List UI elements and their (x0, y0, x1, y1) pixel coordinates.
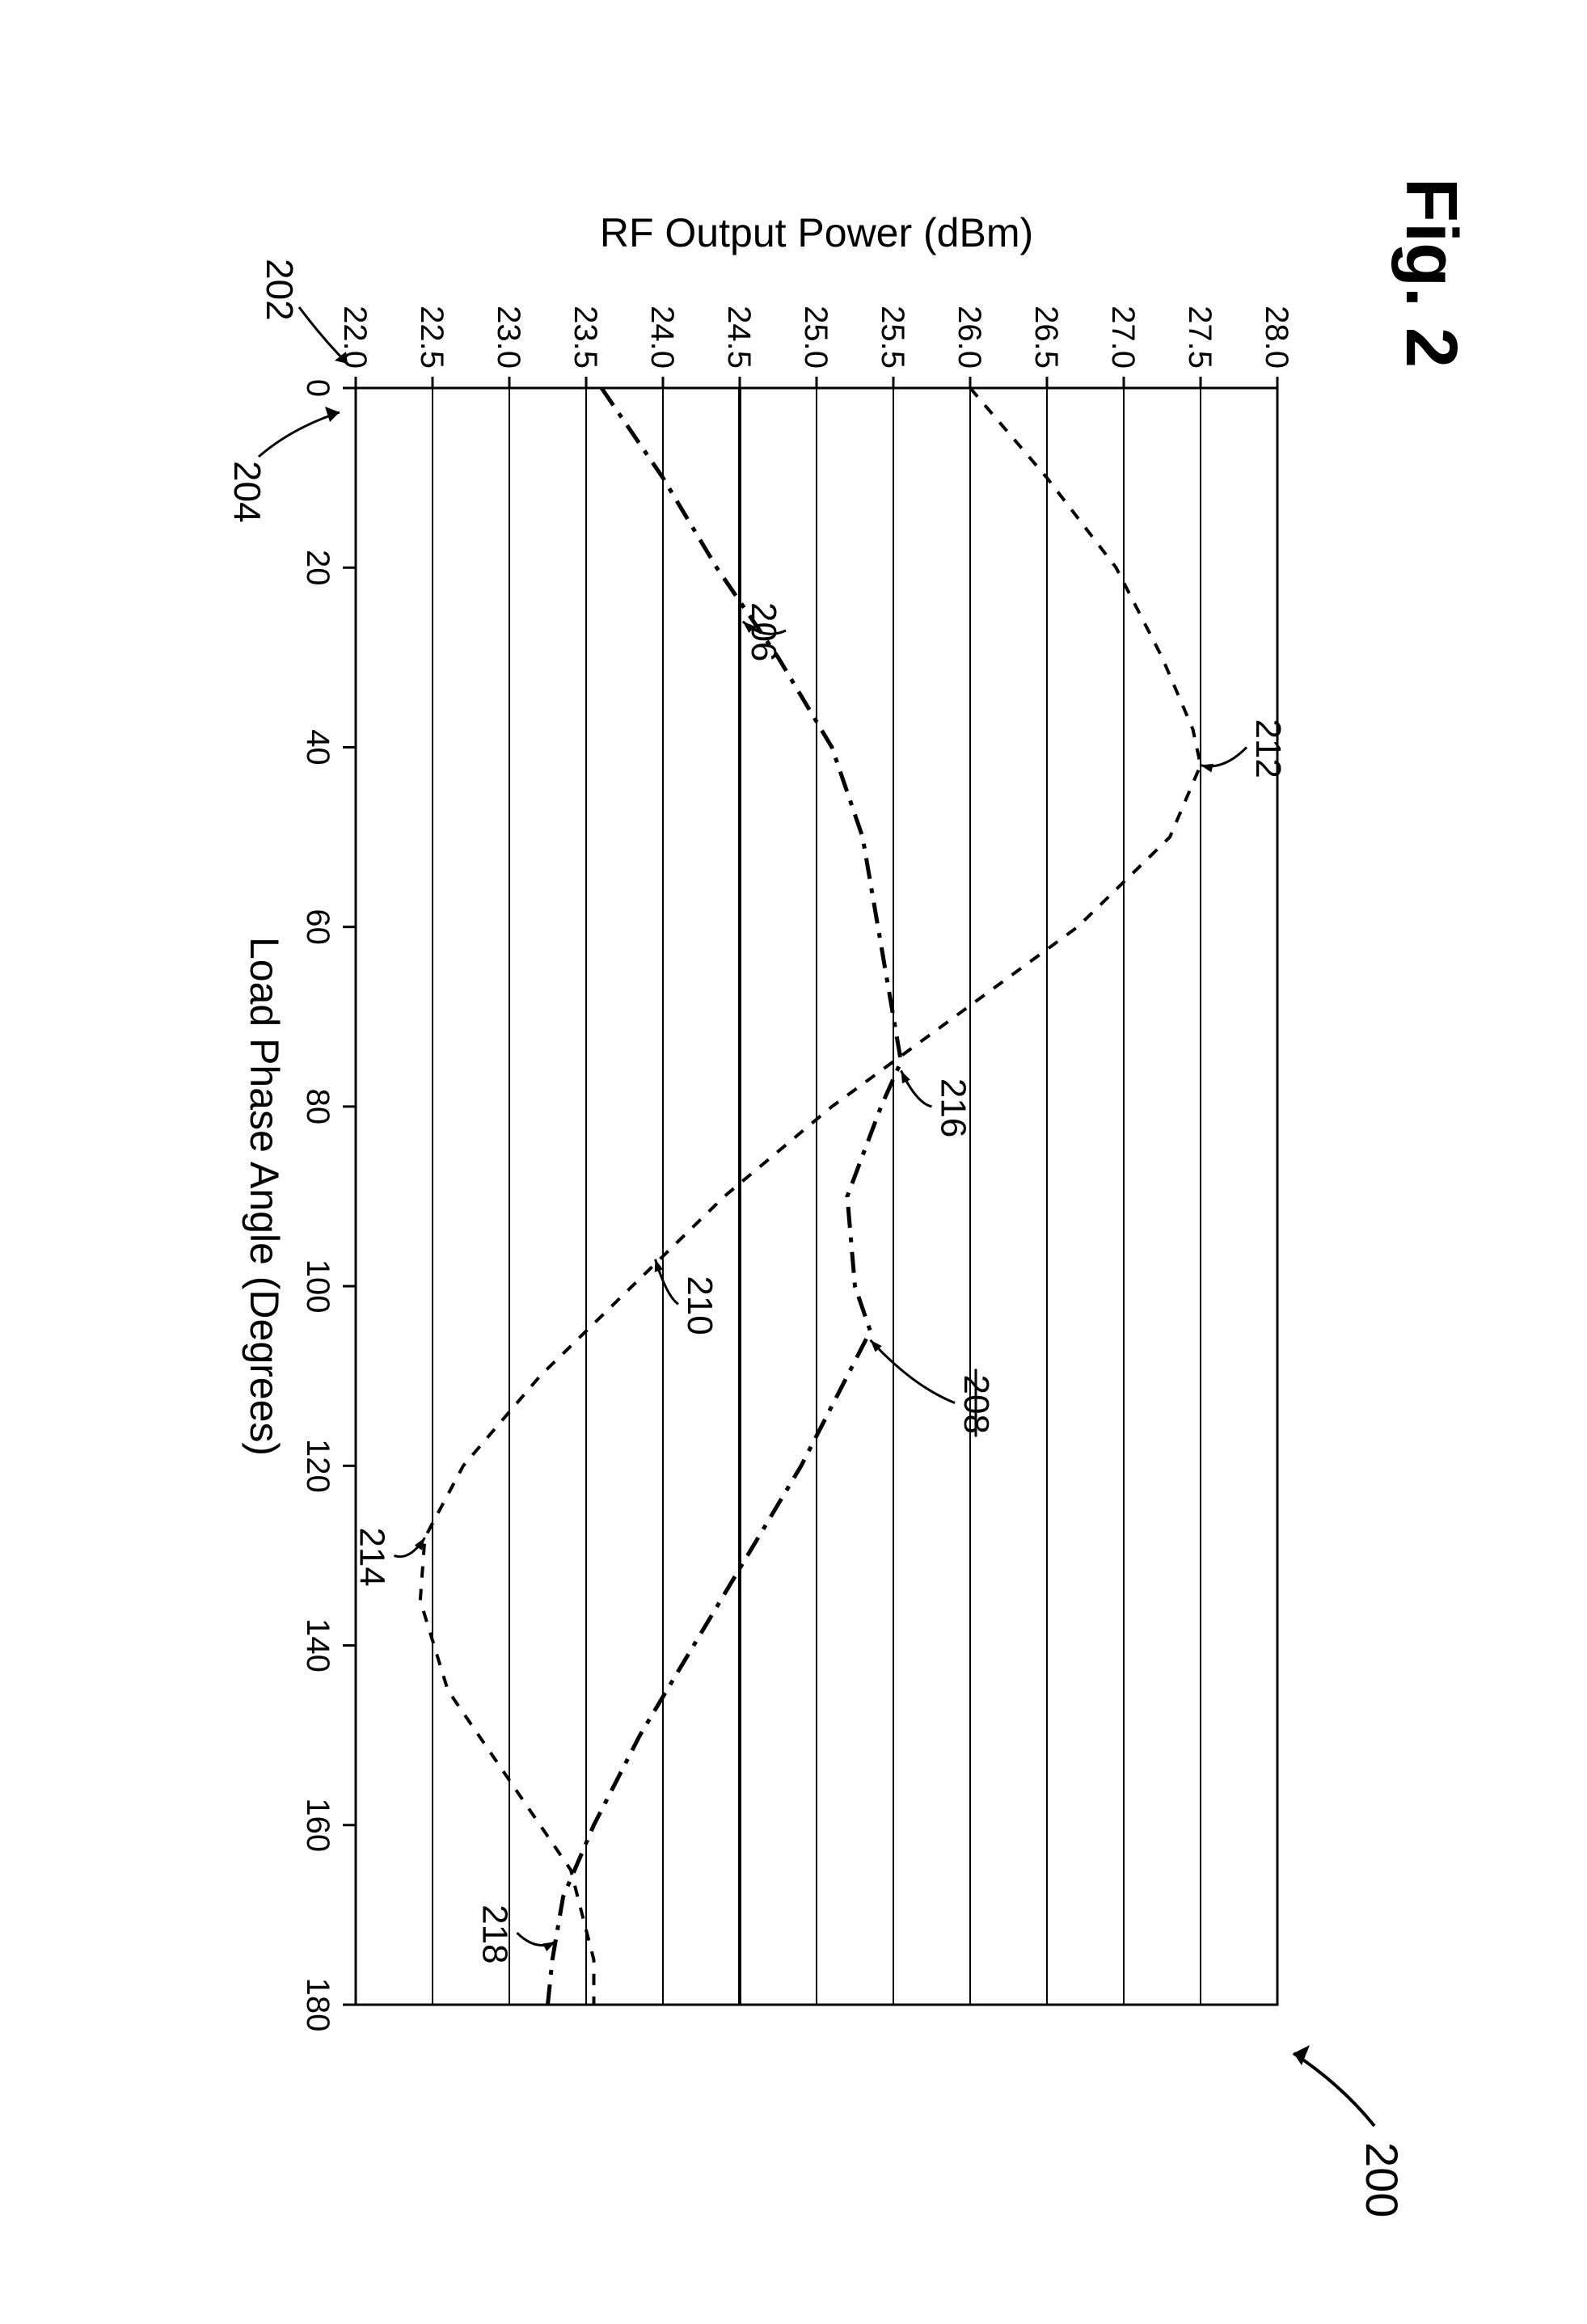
ref-202: 202 (259, 259, 348, 364)
annotation-210: 210 (680, 1276, 720, 1335)
svg-text:26.5: 26.5 (1028, 306, 1064, 369)
svg-text:80: 80 (300, 1089, 336, 1125)
svg-text:24.0: 24.0 (644, 306, 680, 369)
x-axis-label: Load Phase Angle (Degrees) (242, 937, 287, 1456)
svg-text:140: 140 (300, 1618, 336, 1672)
page-svg: Fig. 2 200 22.022.523.023.524.024.525.02… (0, 0, 1587, 2320)
svg-text:120: 120 (300, 1439, 336, 1493)
svg-text:25.5: 25.5 (875, 306, 910, 369)
svg-text:100: 100 (300, 1259, 336, 1314)
svg-text:40: 40 (300, 729, 336, 766)
figure-label: Fig. 2 (1391, 178, 1471, 368)
x-ticks: 0 20 40 60 80 100 120 140 160 180 (300, 379, 356, 2032)
annotation-214: 214 (352, 1527, 392, 1586)
annotation-204: 204 (226, 461, 268, 523)
annotation-202: 202 (259, 259, 301, 321)
annotation-218: 218 (475, 1904, 515, 1963)
y-ticks: 22.022.523.023.524.024.525.025.526.026.5… (337, 306, 1294, 388)
svg-text:180: 180 (300, 1978, 336, 2032)
y-axis-label: RF Output Power (dBm) (600, 210, 1033, 255)
svg-text:24.5: 24.5 (721, 306, 757, 369)
chart: 22.022.523.023.524.024.525.025.526.026.5… (242, 210, 1294, 2031)
svg-text:23.0: 23.0 (491, 306, 526, 369)
svg-text:160: 160 (300, 1798, 336, 1852)
svg-text:28.0: 28.0 (1259, 306, 1294, 369)
svg-text:23.5: 23.5 (568, 306, 603, 369)
svg-text:20: 20 (300, 550, 336, 586)
annotation-216: 216 (934, 1078, 973, 1137)
figure-ref-number: 200 (1357, 2142, 1408, 2217)
svg-text:22.5: 22.5 (414, 306, 450, 369)
annotation-212: 212 (1248, 719, 1288, 778)
svg-text:0: 0 (300, 379, 336, 397)
svg-text:27.5: 27.5 (1182, 306, 1218, 369)
svg-text:26.0: 26.0 (952, 306, 987, 369)
ref-204: 204 (226, 407, 340, 523)
svg-text:25.0: 25.0 (798, 306, 834, 369)
annotation-206: 206 (744, 602, 783, 661)
ref-arrow-200 (1294, 2053, 1374, 2126)
svg-text:27.0: 27.0 (1105, 306, 1141, 369)
svg-text:60: 60 (300, 909, 336, 945)
